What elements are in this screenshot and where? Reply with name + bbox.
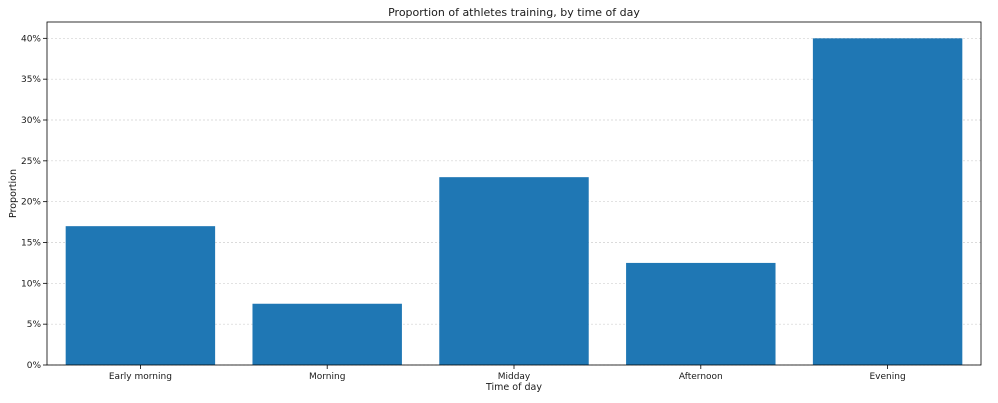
y-tick-label: 0% (27, 361, 42, 371)
y-tick-label: 5% (27, 320, 42, 330)
x-tick-label: Morning (309, 372, 345, 382)
y-tick-label: 25% (21, 157, 41, 167)
y-tick-label: 15% (21, 239, 41, 249)
x-tick-label: Midday (498, 372, 531, 382)
bar-afternoon (626, 262, 776, 365)
x-tick-label: Evening (870, 372, 906, 382)
bar-early-morning (65, 226, 216, 365)
y-tick-label: 35% (21, 75, 41, 85)
bar-evening (812, 38, 963, 365)
y-tick-label: 30% (21, 116, 41, 126)
y-ticks: 0% 5% 10% 15% 20% 25% 30% 35% 40% (21, 34, 47, 371)
bar-midday (439, 177, 589, 365)
x-tick-label: Afternoon (679, 372, 723, 382)
y-tick-label: 40% (21, 34, 41, 44)
x-tick-label: Early morning (109, 372, 172, 382)
y-tick-label: 10% (21, 279, 41, 289)
chart-title: Proportion of athletes training, by time… (388, 6, 640, 19)
bars (65, 38, 963, 365)
y-axis-label: Proportion (8, 169, 19, 218)
bar-morning (252, 303, 402, 365)
y-tick-label: 20% (21, 198, 41, 208)
x-axis-label: Time of day (485, 382, 542, 393)
x-ticks: Early morning Morning Midday Afternoon Eveni… (109, 365, 906, 382)
